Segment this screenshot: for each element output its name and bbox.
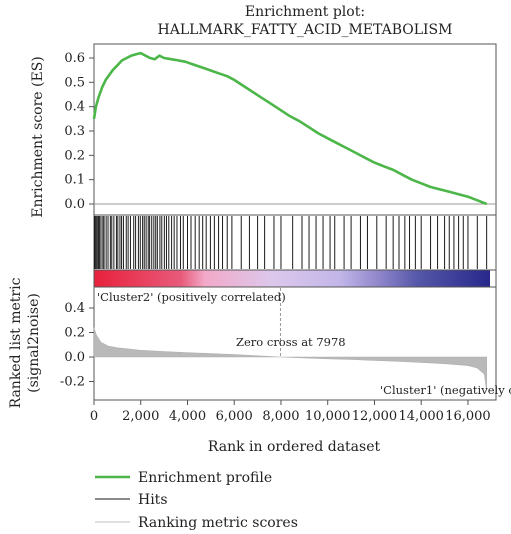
legend-label-hits: Hits <box>138 492 168 508</box>
x-axis-label: Rank in ordered dataset <box>208 439 381 455</box>
enrichment-profile-line <box>92 51 488 206</box>
zero-cross-label: Zero cross at 7978 <box>236 335 346 349</box>
es-y-axis-label: Enrichment score (ES) <box>30 56 46 218</box>
x-tick-label: 6,000 <box>216 409 253 424</box>
legend-label-enrichment: Enrichment profile <box>138 470 272 486</box>
es-y-tick-label: 0.2 <box>64 148 85 163</box>
ranking-gradient-bar <box>94 270 490 287</box>
cluster1-label: 'Cluster1' (negatively correlated) <box>380 383 511 397</box>
es-y-tick-label: 0.1 <box>64 173 85 188</box>
chart-subtitle: HALLMARK_FATTY_ACID_METABOLISM <box>158 22 453 38</box>
x-tick-label: 16,000 <box>445 409 491 424</box>
es-y-tick-label: 0.4 <box>64 100 85 115</box>
x-axis-ticks: 0 2,000 4,000 6,000 8,000 10,000 12,000 14,000 1… <box>90 400 491 424</box>
x-tick-label: 4,000 <box>169 409 206 424</box>
metric-y-tick-label: 0.4 <box>64 301 85 316</box>
x-tick-label: 10,000 <box>305 409 351 424</box>
ranking-metric-area <box>93 327 487 392</box>
metric-y-ticks: 0.4 0.2 0.0 -0.2 <box>60 301 94 390</box>
metric-y-tick-label: 0.2 <box>64 326 85 341</box>
es-y-tick-label: 0.3 <box>64 124 85 139</box>
es-y-tick-label: 0.6 <box>64 51 85 66</box>
es-y-tick-label: 0.0 <box>64 197 85 212</box>
hits-marks <box>93 216 488 269</box>
x-tick-label: 0 <box>90 409 98 424</box>
chart-title: Enrichment plot: <box>245 4 365 20</box>
metric-y-axis-label-line2: (signal2noise) <box>26 293 42 393</box>
legend-label-metric: Ranking metric scores <box>138 515 298 531</box>
metric-y-axis-label-line1: Ranked list metric <box>8 277 24 408</box>
legend: Enrichment profile Hits Ranking metric s… <box>95 470 298 531</box>
x-tick-label: 14,000 <box>398 409 444 424</box>
es-y-ticks: 0.6 0.5 0.4 0.3 0.2 0.1 0.0 <box>64 51 94 212</box>
cluster2-label: 'Cluster2' (positively correlated) <box>97 290 286 304</box>
metric-y-tick-label: 0.0 <box>64 350 85 365</box>
x-tick-label: 2,000 <box>122 409 159 424</box>
metric-y-tick-label: -0.2 <box>60 375 85 390</box>
x-tick-label: 12,000 <box>352 409 398 424</box>
es-y-tick-label: 0.5 <box>64 75 85 90</box>
x-tick-label: 8,000 <box>262 409 299 424</box>
